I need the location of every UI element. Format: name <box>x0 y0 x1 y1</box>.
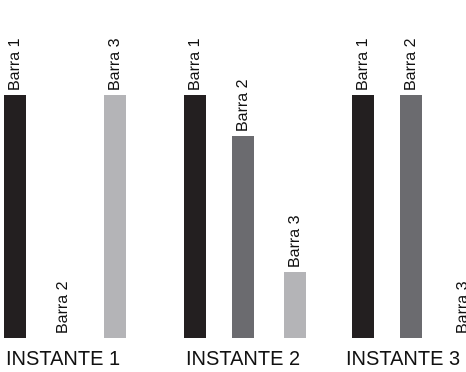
bar-1-label: Barra 1 <box>6 38 23 91</box>
bar-1-label: Barra 1 <box>354 38 371 91</box>
bar-2 <box>232 136 254 338</box>
bar-1 <box>352 95 374 338</box>
bar-1-label: Barra 1 <box>186 38 203 91</box>
bar-3-label: Barra 3 <box>454 282 466 334</box>
bar-2-label: Barra 2 <box>402 38 419 91</box>
panel-instante-3: Barra 1 Barra 2 Barra 3 INSTANTE 3 <box>346 0 466 372</box>
bar-1 <box>184 95 206 338</box>
bar-2 <box>400 95 422 338</box>
panel-caption: INSTANTE 2 <box>186 348 301 370</box>
bar-1 <box>4 95 26 338</box>
panel-caption: INSTANTE 3 <box>346 348 461 370</box>
bar-3 <box>104 95 126 338</box>
bar-2-label: Barra 2 <box>234 79 251 132</box>
panel-instante-1: Barra 1 Barra 2 Barra 3 INSTANTE 1 <box>4 0 154 372</box>
bar-3 <box>284 272 306 338</box>
panel-caption: INSTANTE 1 <box>6 348 121 370</box>
bar-2-label: Barra 2 <box>54 281 71 334</box>
panel-instante-2: Barra 1 Barra 2 Barra 3 INSTANTE 2 <box>184 0 334 372</box>
bar-3-label: Barra 3 <box>106 38 123 91</box>
bar-3-label: Barra 3 <box>286 215 303 268</box>
